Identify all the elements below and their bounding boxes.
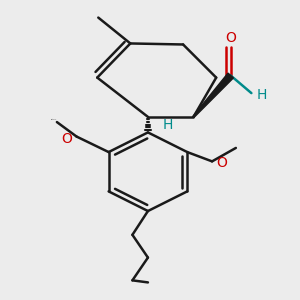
Text: O: O (61, 132, 72, 145)
Text: O: O (216, 156, 227, 170)
Text: methoxy: methoxy (51, 119, 57, 120)
Text: H: H (256, 88, 267, 102)
Text: H: H (162, 118, 173, 132)
Text: O: O (225, 31, 236, 45)
Polygon shape (193, 73, 233, 117)
